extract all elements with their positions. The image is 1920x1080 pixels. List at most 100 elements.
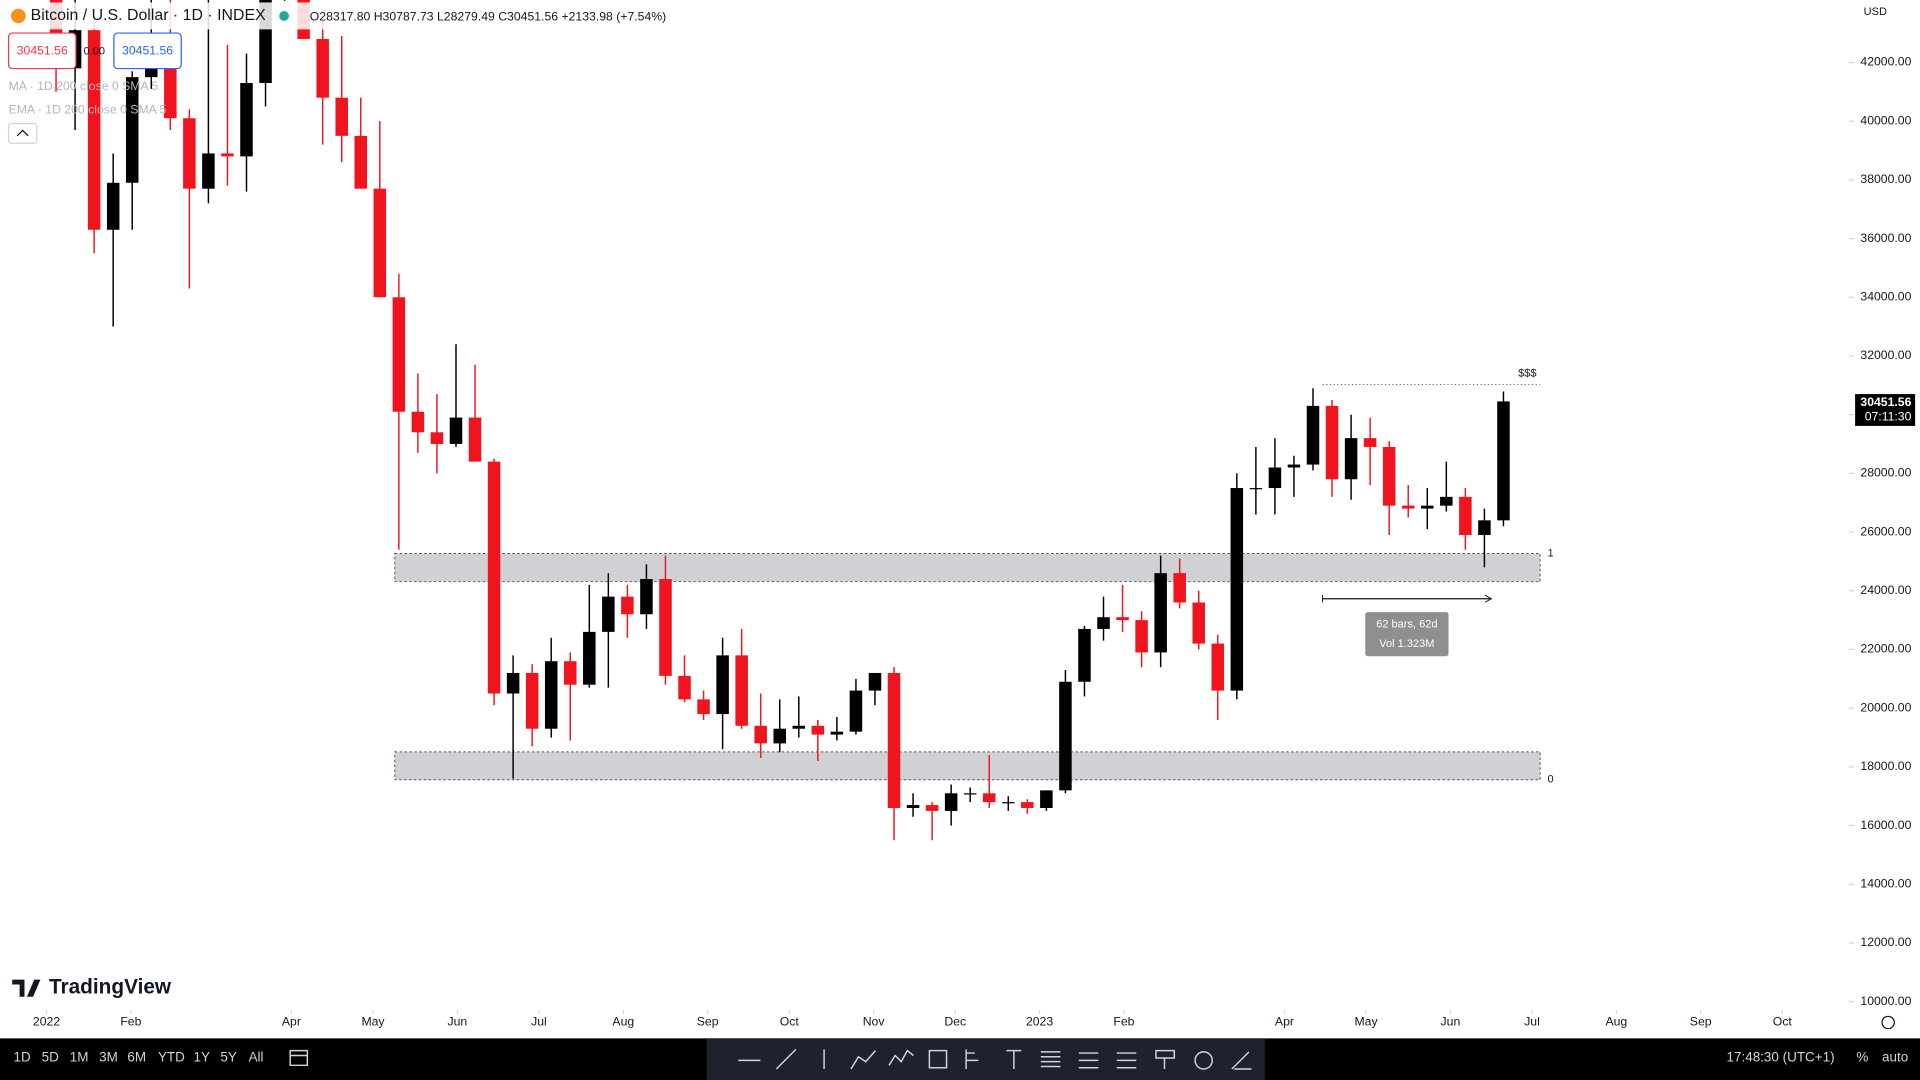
auto-toggle[interactable]: auto [1882, 1050, 1908, 1065]
candle-body [1021, 802, 1034, 808]
x-tick-label: 2022 [33, 1015, 60, 1029]
candle-body [1097, 617, 1110, 629]
y-tick-label: 40000.00 [1860, 113, 1911, 127]
tool-icon[interactable] [965, 1049, 979, 1069]
candle-body [1287, 464, 1301, 468]
candle-body [1478, 520, 1491, 536]
currency[interactable]: USD [1864, 6, 1887, 18]
indicator[interactable]: EMA · 1D 200 close 0 SMA 5 [9, 102, 167, 116]
clock: 17:48:30 (UTC+1) [1727, 1050, 1835, 1065]
x-tick-label: Feb [1113, 1015, 1134, 1029]
range-button[interactable]: 6M [127, 1050, 146, 1065]
candle-body [202, 153, 215, 189]
zone [394, 553, 1541, 583]
tool-icon[interactable] [850, 1050, 877, 1070]
candle-body [468, 417, 482, 462]
tool-icon[interactable] [1194, 1051, 1213, 1070]
x-tick-label: Jul [1524, 1015, 1540, 1029]
candle-body [563, 661, 577, 685]
candle-body [792, 725, 806, 729]
x-tick-label: Aug [1605, 1015, 1627, 1029]
range-button[interactable]: 1M [70, 1050, 89, 1065]
header-bg [0, 2, 686, 30]
y-tick-label: 12000.00 [1860, 935, 1911, 949]
range-button[interactable]: 1Y [193, 1050, 209, 1065]
y-tick-label: 24000.00 [1860, 583, 1911, 597]
x-tick-label: Apr [282, 1015, 301, 1029]
y-tick-label: 36000.00 [1860, 231, 1911, 245]
x-tick-label: May [361, 1015, 385, 1029]
candle-body [240, 83, 253, 157]
candle-body [773, 728, 787, 744]
x-tick-label: Feb [120, 1015, 141, 1029]
candle-body [716, 655, 729, 715]
candle-body [1497, 401, 1510, 521]
range-button[interactable]: YTD [158, 1050, 185, 1065]
candle-body [449, 417, 463, 445]
sell-button[interactable] [7, 32, 77, 70]
candle-body [221, 153, 234, 157]
y-tick-label: 34000.00 [1860, 290, 1911, 304]
candle-body [1116, 617, 1129, 621]
y-tick-label: 10000.00 [1860, 994, 1911, 1008]
buy-button[interactable] [113, 32, 182, 70]
y-tick-label: 20000.00 [1860, 700, 1911, 714]
candle-body [1459, 496, 1472, 536]
candle-body [811, 725, 825, 735]
candle-body [1325, 405, 1339, 480]
candle-body [1002, 802, 1015, 804]
plot-area [49, 0, 1541, 841]
symbol-icon [11, 8, 26, 24]
tool-icon[interactable] [775, 1048, 797, 1070]
zone-label: 0 [1548, 774, 1554, 786]
settings-icon[interactable] [1881, 1015, 1895, 1030]
tool-icon[interactable] [1006, 1049, 1022, 1069]
tool-icon[interactable] [1231, 1051, 1252, 1070]
x-tick-label: 2023 [1026, 1015, 1053, 1029]
sell-price[interactable]: 30451.56 [17, 44, 68, 58]
range-button[interactable]: 5Y [220, 1050, 236, 1065]
candle-body [868, 672, 882, 691]
tool-icon[interactable] [888, 1049, 914, 1066]
tool-icon[interactable] [1078, 1052, 1099, 1069]
tool-icon[interactable] [1116, 1052, 1137, 1069]
candle-body [335, 97, 348, 136]
collapse-button[interactable] [7, 123, 38, 144]
symbol[interactable]: Bitcoin / U.S. Dollar · 1D · INDEX [31, 7, 267, 24]
candle-body [1344, 438, 1358, 480]
tool-icon[interactable] [1040, 1051, 1061, 1068]
candle-body [164, 56, 177, 119]
candle-body [621, 596, 634, 615]
candle-body [735, 655, 748, 726]
y-tick-label: 14000.00 [1860, 877, 1911, 891]
candle-body [1230, 488, 1244, 691]
candle-body [640, 579, 653, 615]
y-tick-label: 32000.00 [1860, 348, 1911, 362]
goto-date-icon[interactable] [289, 1049, 309, 1067]
percent-toggle[interactable]: % [1856, 1050, 1868, 1065]
logo[interactable]: TradingView [49, 976, 172, 999]
range-button[interactable]: 5D [42, 1050, 59, 1065]
range-button[interactable]: All [249, 1050, 264, 1065]
range-button[interactable]: 1D [13, 1050, 30, 1065]
last-price: 30451.56 [1860, 395, 1911, 409]
x-tick-label: Sep [1690, 1015, 1712, 1029]
x-tick-label: Jun [1441, 1015, 1461, 1029]
candle-body [183, 118, 196, 189]
x-tick-label: Aug [612, 1015, 634, 1029]
x-tick-label: Jun [447, 1015, 467, 1029]
buy-price[interactable]: 30451.56 [122, 44, 173, 58]
tool-icon[interactable] [1155, 1049, 1176, 1069]
y-tick-label: 22000.00 [1860, 642, 1911, 656]
range-button[interactable]: 3M [99, 1050, 118, 1065]
x-tick-label: Jul [531, 1015, 547, 1029]
indicator[interactable]: MA · 1D 200 close 0 SMA 5 [9, 79, 159, 93]
candle-body [1078, 628, 1091, 682]
measure-volume: Vol 1.323M [1379, 638, 1434, 650]
candle-body [659, 579, 672, 676]
tool-icon[interactable] [928, 1049, 948, 1069]
y-tick-label: 16000.00 [1860, 818, 1911, 832]
collapse-icon [16, 129, 29, 137]
